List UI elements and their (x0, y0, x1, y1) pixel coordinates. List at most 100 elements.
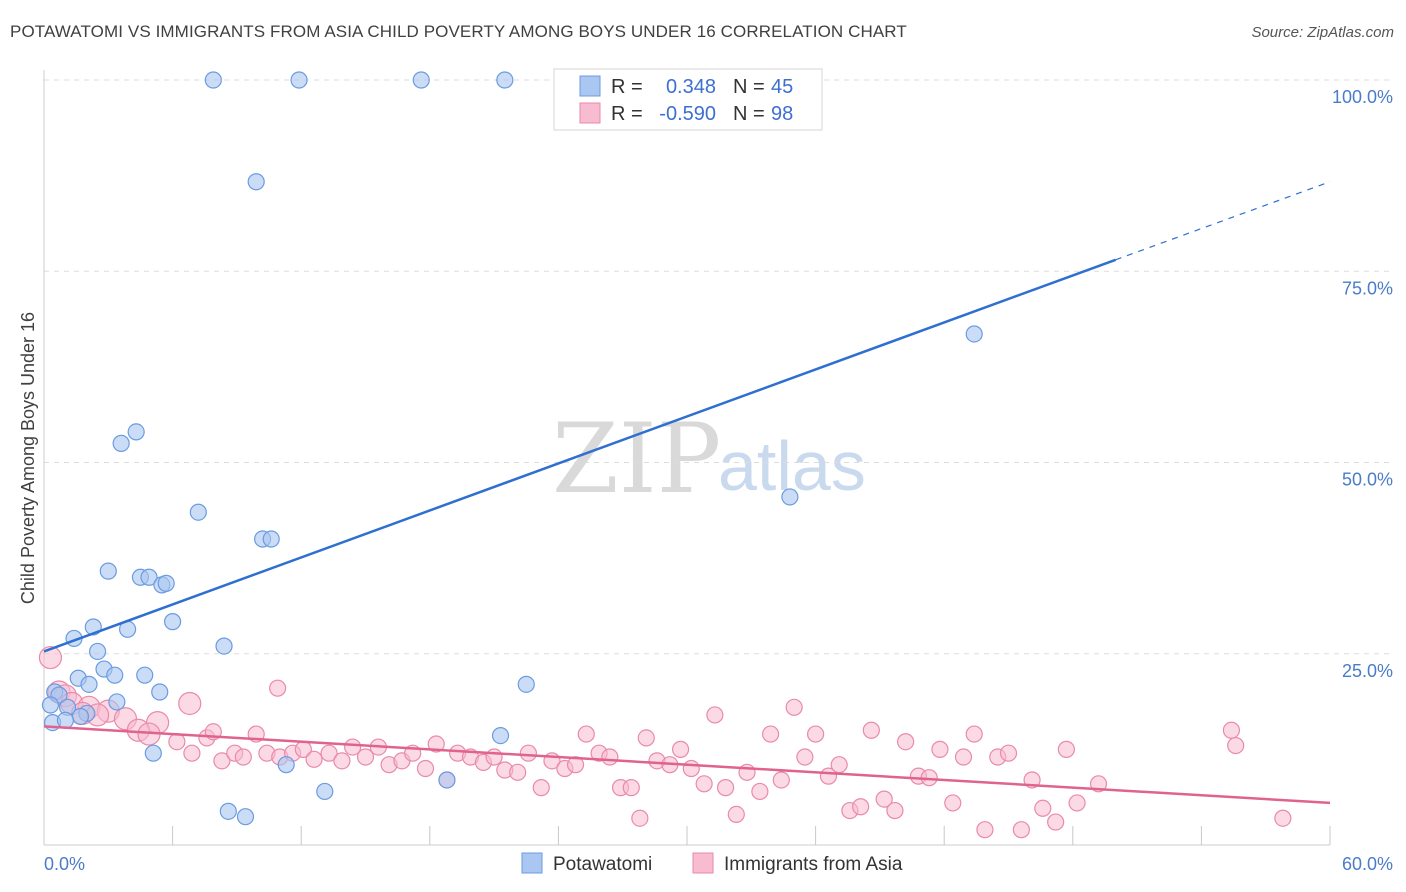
potawatomi-point-11 (262, 530, 280, 548)
potawatomi-points (41, 71, 983, 826)
potawatomi-point-28 (517, 675, 535, 693)
gridlines (44, 79, 1393, 655)
potawatomi-point-41 (277, 756, 295, 774)
legend-n-value-1: 45 (771, 76, 793, 98)
y-tick-labels: 25.0% 50.0% 75.0% 100.0% (1332, 87, 1393, 681)
immigrants-point-74 (852, 798, 870, 816)
immigrants-point-72 (830, 756, 848, 774)
correlation-legend: R = 0.348 N = 45 R = -0.590 N = 98 (553, 68, 823, 131)
immigrants-point-65 (751, 782, 769, 801)
series-legend: Potawatomi Immigrants from Asia (521, 852, 903, 875)
immigrants-point-92 (1057, 740, 1075, 758)
potawatomi-point-7 (112, 434, 130, 452)
immigrants-point-87 (999, 744, 1018, 762)
potawatomi-point-44 (219, 802, 237, 820)
immigrants-point-95 (1227, 736, 1245, 755)
potawatomi-point-17 (164, 613, 182, 631)
legend-r-value-1: 0.348 (666, 76, 716, 98)
potawatomi-point-0 (204, 71, 222, 89)
y-tick-label-100: 100.0% (1332, 87, 1393, 107)
potawatomi-point-45 (236, 808, 255, 826)
immigrants-point-48 (566, 756, 585, 774)
potawatomi-point-27 (80, 675, 98, 693)
potawatomi-point-8 (781, 488, 799, 506)
immigrants-point-54 (631, 809, 649, 827)
immigrants-point-91 (1047, 813, 1065, 831)
y-tick-label-25: 25.0% (1342, 661, 1393, 681)
immigrants-point-61 (706, 706, 724, 724)
potawatomi-point-21 (215, 637, 233, 655)
immigrants-point-36 (427, 735, 445, 753)
immigrants-point-44 (519, 744, 537, 762)
potawatomi-point-32 (108, 693, 126, 711)
potawatomi-point-5 (965, 325, 983, 343)
potawatomi-point-4 (247, 173, 265, 191)
immigrants-point-14 (168, 733, 186, 751)
immigrants-point-30 (356, 748, 375, 766)
y-axis-label: Child Poverty Among Boys Under 16 (18, 312, 38, 604)
potawatomi-trend-line (43, 258, 1117, 653)
potawatomi-point-42 (438, 771, 456, 789)
legend-swatch-potawatomi (579, 75, 601, 97)
immigrants-point-58 (671, 740, 690, 758)
y-tick-label-75: 75.0% (1342, 278, 1393, 298)
potawatomi-point-43 (316, 782, 334, 801)
potawatomi-point-36 (71, 707, 90, 726)
potawatomi-point-29 (151, 683, 169, 701)
potawatomi-point-40 (144, 744, 162, 762)
immigrants-point-26 (305, 750, 323, 768)
legend-r-label-1: R = (611, 76, 643, 98)
immigrants-point-27 (320, 744, 338, 762)
bottom-legend-label-immigrants: Immigrants from Asia (724, 854, 903, 875)
immigrants-point-84 (965, 725, 983, 743)
immigrants-point-15 (183, 744, 201, 762)
immigrants-point-78 (897, 733, 915, 751)
immigrants-point-94 (1222, 721, 1241, 739)
immigrants-point-60 (695, 775, 713, 793)
trend-lines (43, 181, 1331, 805)
immigrants-point-12 (178, 691, 202, 716)
immigrants-point-75 (862, 721, 880, 739)
potawatomi-point-9 (189, 503, 207, 521)
potawatomi-point-2 (412, 71, 430, 89)
immigrants-point-55 (637, 729, 655, 747)
x-minor-ticks (172, 826, 1331, 845)
immigrants-point-63 (727, 805, 745, 824)
potawatomi-point-38 (56, 711, 75, 729)
legend-n-label-2: N = (733, 103, 765, 125)
immigrants-point-45 (532, 779, 550, 797)
immigrants-point-18 (213, 752, 231, 770)
immigrants-point-77 (886, 801, 904, 820)
immigrants-point-70 (806, 725, 825, 743)
potawatomi-point-33 (41, 696, 60, 714)
immigrants-point-76 (875, 790, 893, 808)
immigrants-point-41 (485, 748, 503, 766)
potawatomi-point-6 (127, 423, 145, 441)
bottom-legend-swatch-immigrants (692, 852, 714, 874)
legend-r-label-2: R = (611, 103, 643, 125)
potawatomi-point-12 (99, 562, 117, 580)
potawatomi-point-25 (136, 666, 154, 684)
immigrants-point-20 (234, 748, 252, 766)
potawatomi-point-22 (88, 642, 107, 661)
legend-r-value-2: -0.590 (659, 103, 716, 125)
immigrants-point-88 (1012, 821, 1030, 839)
y-tick-label-50: 50.0% (1342, 470, 1393, 490)
watermark-zip: ZIP (552, 403, 721, 515)
immigrants-trend-line (43, 725, 1331, 805)
x-tick-label-min: 0.0% (44, 854, 85, 874)
potawatomi-point-24 (106, 666, 124, 684)
immigrants-point-49 (577, 725, 595, 743)
immigrants-point-68 (785, 698, 803, 716)
bottom-legend-label-potawatomi: Potawatomi (553, 854, 652, 875)
x-tick-label-max: 60.0% (1342, 854, 1393, 874)
immigrants-point-85 (976, 821, 994, 839)
immigrants-point-69 (796, 748, 814, 766)
immigrants-point-29 (344, 738, 362, 756)
immigrants-point-82 (944, 794, 962, 812)
legend-n-label-1: N = (733, 76, 765, 98)
immigrants-point-35 (416, 759, 435, 778)
immigrants-point-81 (931, 740, 949, 758)
immigrants-point-66 (761, 725, 780, 743)
